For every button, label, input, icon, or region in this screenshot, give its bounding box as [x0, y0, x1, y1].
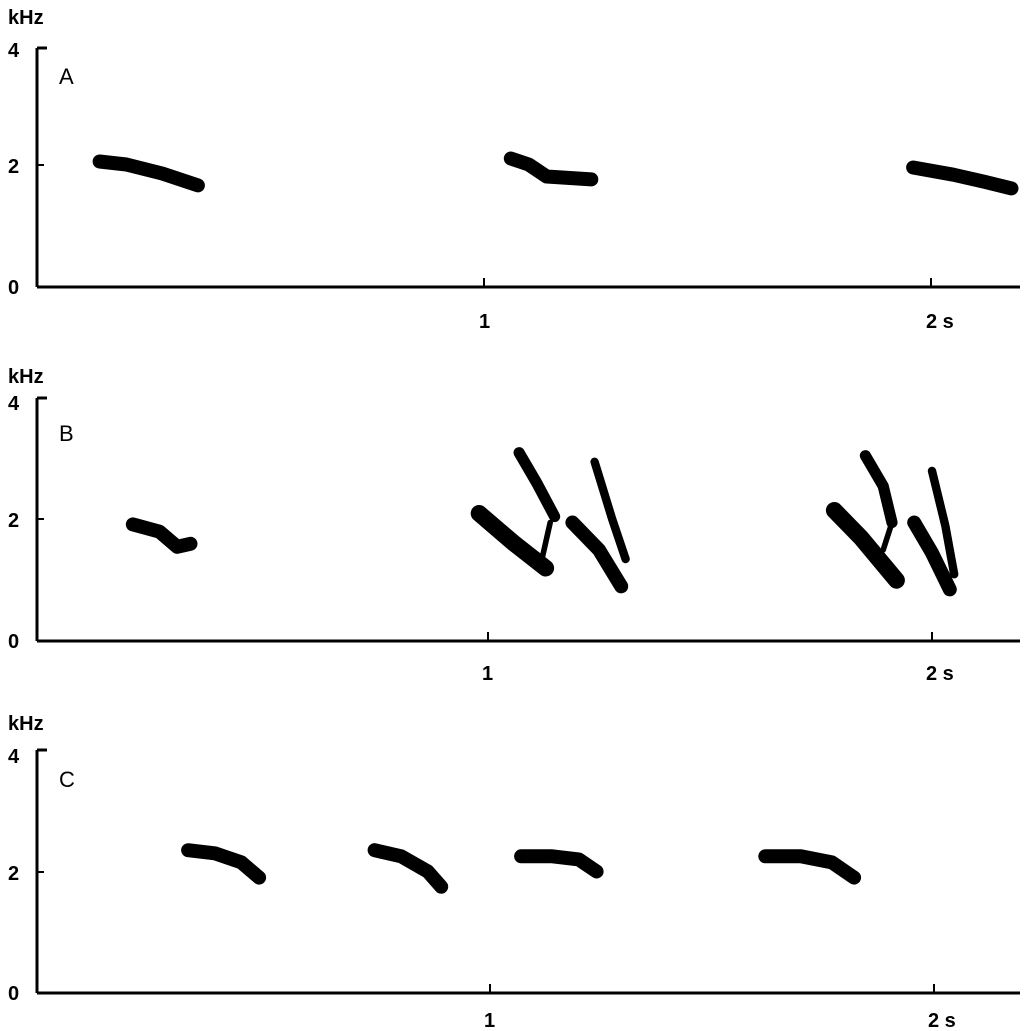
x-tick-label-2: 2 s	[926, 311, 954, 333]
y-tick-label-0: 0	[8, 277, 19, 299]
syllable-3	[513, 447, 561, 523]
y-tick-label-2: 2	[8, 863, 19, 885]
x-tick-label-1: 1	[479, 311, 490, 333]
syllable-10	[907, 515, 957, 597]
y-axis-unit-label: kHz	[8, 366, 44, 388]
y-tick-label-0: 0	[8, 983, 19, 1005]
y-tick-label-4: 4	[8, 746, 20, 768]
y-tick-label-4: 4	[8, 393, 20, 415]
y-tick-label-4: 4	[8, 40, 20, 62]
syllable-4	[758, 849, 862, 885]
y-tick-label-2: 2	[8, 156, 19, 178]
y-axis-unit-label: kHz	[8, 713, 44, 735]
syllable-2	[503, 151, 599, 187]
syllable-2	[367, 843, 449, 894]
panel-c: kHz C 4 2 0 1 2 s	[8, 713, 1020, 1031]
y-axis-unit-label: kHz	[8, 7, 44, 29]
syllable-4	[538, 519, 554, 565]
syllable-2	[470, 505, 555, 577]
syllable-1	[125, 517, 198, 554]
syllable-9	[880, 519, 895, 553]
x-tick-label-1: 1	[482, 663, 493, 685]
y-tick-label-2: 2	[8, 510, 19, 532]
syllable-7	[825, 501, 905, 589]
x-tick-label-2: 2 s	[928, 1010, 956, 1031]
syllable-1	[92, 154, 205, 193]
panel-label: C	[59, 767, 75, 792]
syllable-11	[927, 466, 959, 579]
panel-a: kHz A 4 2 0 1 2 s	[8, 7, 1020, 333]
syllable-5	[565, 515, 629, 594]
syllable-6	[590, 457, 630, 564]
syllable-3	[514, 849, 604, 879]
syllable-8	[859, 450, 898, 529]
panel-label: B	[59, 421, 74, 446]
syllable-group	[92, 151, 1019, 196]
syllable-group	[125, 447, 959, 597]
syllable-3	[906, 160, 1019, 196]
syllable-group	[181, 843, 862, 894]
x-tick-label-2: 2 s	[926, 663, 954, 685]
panel-label: A	[59, 64, 74, 89]
x-tick-label-1: 1	[484, 1010, 495, 1031]
panel-b: kHz B 4 2 0 1 2 s	[8, 366, 1020, 685]
y-tick-label-0: 0	[8, 631, 19, 653]
syllable-1	[181, 843, 267, 885]
